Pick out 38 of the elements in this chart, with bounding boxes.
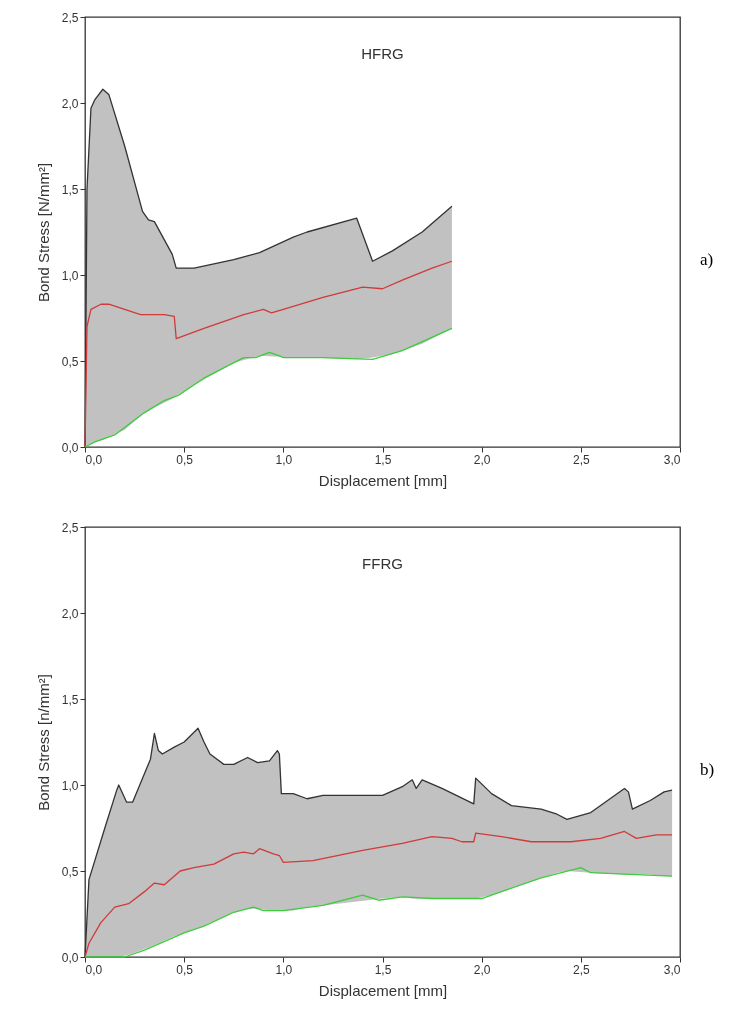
x-tick-label: 0,0 [85, 962, 103, 977]
y-tick-label: 0,5 [61, 354, 79, 369]
text: FFRG [362, 555, 403, 572]
line-series [84, 327, 453, 448]
y-tick-label: 2,5 [61, 520, 79, 535]
y-axis-title: Bond Stress [N/mm²] [34, 162, 52, 303]
x-axis-title: Displacement [mm] [318, 471, 448, 489]
y-tick-label: 2,5 [61, 10, 79, 25]
y-tick-label: 2,0 [61, 606, 79, 621]
x-tick-label: 1,0 [275, 962, 293, 977]
line-series [84, 830, 673, 958]
x-tick-label: 3,0 [663, 962, 681, 977]
x-tick-label: 0,5 [176, 962, 194, 977]
y-tick-label: 1,0 [61, 778, 79, 793]
x-tick-label: 2,5 [572, 452, 590, 467]
y-tick-label: 1,5 [61, 182, 79, 197]
text: HFRG [361, 45, 404, 62]
y-axis-title: Bond Stress [n/mm²] [34, 674, 52, 811]
x-tick-label: 1,5 [374, 452, 392, 467]
x-tick-label: 1,0 [275, 452, 293, 467]
line-series [84, 866, 673, 958]
y-tick-label: 1,5 [61, 692, 79, 707]
x-tick-label: 3,0 [663, 452, 681, 467]
y-tick-label: 0,0 [61, 950, 79, 965]
y-tick-label: 0,5 [61, 864, 79, 879]
text: a) [700, 250, 714, 270]
x-tick-label: 0,5 [176, 452, 194, 467]
x-tick-label: 2,0 [473, 452, 491, 467]
x-tick-label: 2,5 [572, 962, 590, 977]
x-tick-label: 2,0 [473, 962, 491, 977]
text: b) [700, 760, 715, 780]
x-tick-label: 0,0 [85, 452, 103, 467]
y-tick-label: 2,0 [61, 96, 79, 111]
x-tick-label: 1,5 [374, 962, 392, 977]
line-series [84, 260, 453, 448]
x-axis-title: Displacement [mm] [318, 981, 448, 999]
y-tick-label: 1,0 [61, 268, 79, 283]
y-tick-label: 0,0 [61, 440, 79, 455]
